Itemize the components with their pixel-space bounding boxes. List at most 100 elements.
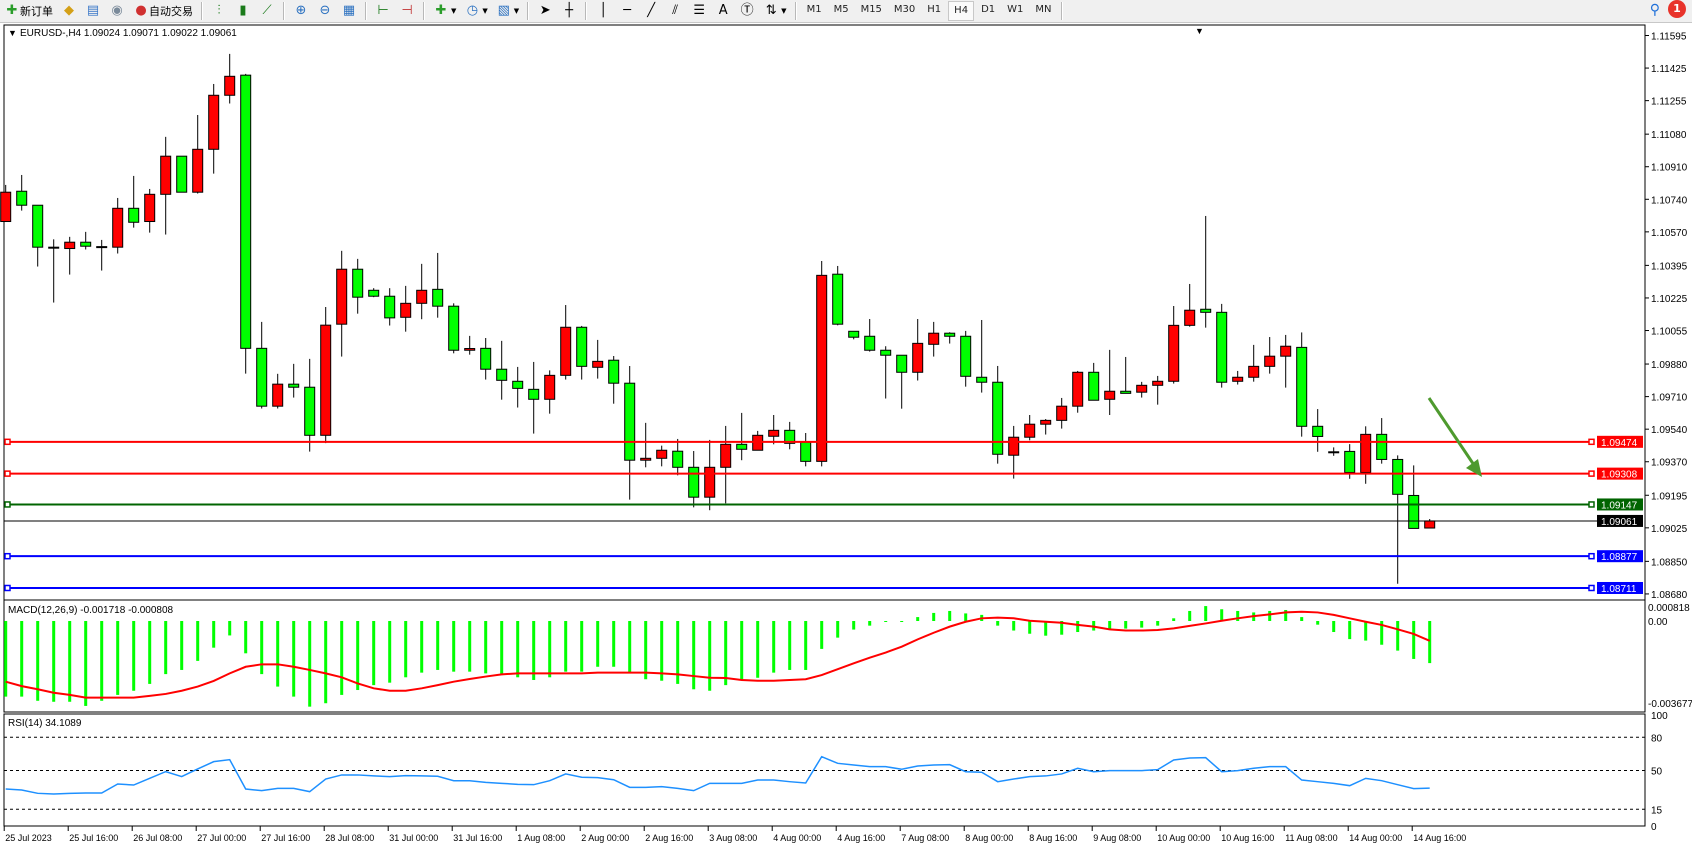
- horizontal-line-icon: ─: [623, 3, 632, 18]
- timeframe-m15[interactable]: M15: [860, 4, 882, 15]
- candle-body: [816, 274, 828, 462]
- tile-windows-button[interactable]: ▦: [338, 1, 360, 21]
- zoom-out-button[interactable]: ⊖: [314, 1, 336, 21]
- macd-bar: [1316, 621, 1320, 625]
- chart-window[interactable]: ▼ EURUSD-,H4 1.09024 1.09071 1.09022 1.09…: [0, 23, 1692, 849]
- trendline-tool[interactable]: ╱: [640, 1, 662, 21]
- signals-button[interactable]: ◉: [106, 1, 128, 21]
- cursor-tool[interactable]: ➤: [534, 1, 556, 21]
- price-axis-label: 1.09880: [1651, 360, 1688, 371]
- chart-shift-button[interactable]: ⊢: [372, 1, 394, 21]
- notification-badge[interactable]: 1: [1668, 0, 1686, 18]
- arrows-tool[interactable]: ⇅ ▼: [760, 1, 789, 21]
- time-axis-label: 10 Aug 00:00: [1157, 833, 1210, 843]
- price-axis-label: 1.11595: [1651, 32, 1687, 43]
- macd-bar: [740, 621, 744, 680]
- candle-body: [1056, 405, 1068, 421]
- candle-body: [1136, 384, 1148, 393]
- bar-chart-button[interactable]: ⫶: [208, 1, 230, 21]
- candle-body: [928, 332, 940, 345]
- search-icon[interactable]: ⚲: [1649, 2, 1660, 18]
- fibonacci-tool[interactable]: ☰: [688, 1, 710, 21]
- candle-body: [1248, 365, 1260, 378]
- candle: [144, 188, 156, 233]
- zoom-in-button[interactable]: ⊕: [290, 1, 312, 21]
- macd-bar: [100, 621, 104, 701]
- price-axis-label: 1.11255: [1651, 97, 1687, 108]
- time-axis-label: 31 Jul 16:00: [453, 833, 502, 843]
- templates-button[interactable]: ▧ ▼: [493, 1, 522, 21]
- timeframe-w1[interactable]: W1: [1007, 4, 1024, 15]
- candle-body: [112, 207, 124, 248]
- timeframe-m5[interactable]: M5: [833, 4, 849, 15]
- toolbar-separator: [527, 2, 530, 20]
- level-handle: [1588, 470, 1595, 477]
- candle: [128, 175, 140, 228]
- macd-bar: [84, 621, 88, 706]
- macd-bar: [708, 621, 712, 691]
- timeframe-mn[interactable]: MN: [1035, 4, 1052, 15]
- level-price-label: 1.08711: [1601, 584, 1637, 595]
- text-label-tool[interactable]: Ⓣ: [736, 1, 758, 21]
- macd-bar: [196, 621, 200, 661]
- candle-body: [896, 354, 908, 373]
- cursor-icon: ➤: [539, 3, 551, 18]
- candle-body: [176, 155, 188, 193]
- periods-button[interactable]: ◷ ▼: [461, 1, 490, 21]
- indicators-button[interactable]: ✚ ▼: [430, 1, 459, 21]
- timeframe-h1[interactable]: H1: [927, 4, 942, 15]
- auto-trading-button[interactable]: ● 自动交易: [130, 1, 196, 21]
- timeframe-m1[interactable]: M1: [806, 4, 822, 15]
- timeframe-m30[interactable]: M30: [893, 4, 916, 15]
- candle-body: [1040, 419, 1052, 425]
- text-tool[interactable]: A: [712, 1, 734, 21]
- macd-bar: [660, 621, 664, 681]
- time-axis-label: 4 Aug 16:00: [837, 833, 885, 843]
- candle-body: [1184, 309, 1196, 326]
- macd-bar: [436, 621, 440, 670]
- candle-body: [352, 268, 364, 298]
- candle: [1392, 455, 1404, 584]
- candle: [1024, 415, 1036, 441]
- signal-icon: ◉: [111, 3, 123, 18]
- candle: [192, 115, 204, 194]
- candle-body: [16, 190, 28, 206]
- candle: [864, 319, 876, 352]
- line-chart-button[interactable]: ⟋: [256, 1, 278, 21]
- timeframe-d1[interactable]: D1: [981, 4, 996, 15]
- history-button[interactable]: ◆: [58, 1, 80, 21]
- candle: [832, 265, 844, 326]
- horizontal-line-tool[interactable]: ─: [616, 1, 638, 21]
- candle: [592, 339, 604, 379]
- candle-body: [576, 326, 588, 367]
- macd-bar: [516, 621, 520, 678]
- time-axis-label: 27 Jul 16:00: [261, 833, 310, 843]
- text-label-icon: Ⓣ: [740, 3, 754, 18]
- vertical-line-tool[interactable]: │: [592, 1, 614, 21]
- timeframe-h4[interactable]: H4: [948, 1, 975, 21]
- candle-body: [32, 204, 44, 248]
- channel-tool[interactable]: ⫽: [664, 1, 686, 21]
- candle: [272, 373, 284, 409]
- time-axis-label: 25 Jul 2023: [5, 833, 52, 843]
- price-axis-label: 1.08850: [1651, 557, 1688, 568]
- terminal-button[interactable]: ▤: [82, 1, 104, 21]
- candlestick-icon: ▮: [239, 3, 247, 18]
- auto-scroll-button[interactable]: ⊣: [396, 1, 418, 21]
- trend-arrow-line: [1427, 397, 1478, 469]
- time-axis-label: 14 Aug 00:00: [1349, 833, 1402, 843]
- dropdown-arrow-icon: ▼: [781, 7, 787, 15]
- candle-body: [1168, 324, 1180, 382]
- clock-icon: ◷: [466, 3, 479, 18]
- candle-body: [1152, 380, 1164, 386]
- macd-bar: [1348, 621, 1352, 640]
- candle: [784, 421, 796, 450]
- macd-bar: [68, 621, 72, 702]
- candle-body: [320, 324, 332, 436]
- candlestick-button[interactable]: ▮: [232, 1, 254, 21]
- candle-body: [608, 359, 620, 384]
- crosshair-tool[interactable]: ┼: [558, 1, 580, 21]
- new-order-button[interactable]: ✚ 新订单: [1, 1, 56, 21]
- candle-body: [784, 429, 796, 444]
- level-handle: [1588, 501, 1595, 508]
